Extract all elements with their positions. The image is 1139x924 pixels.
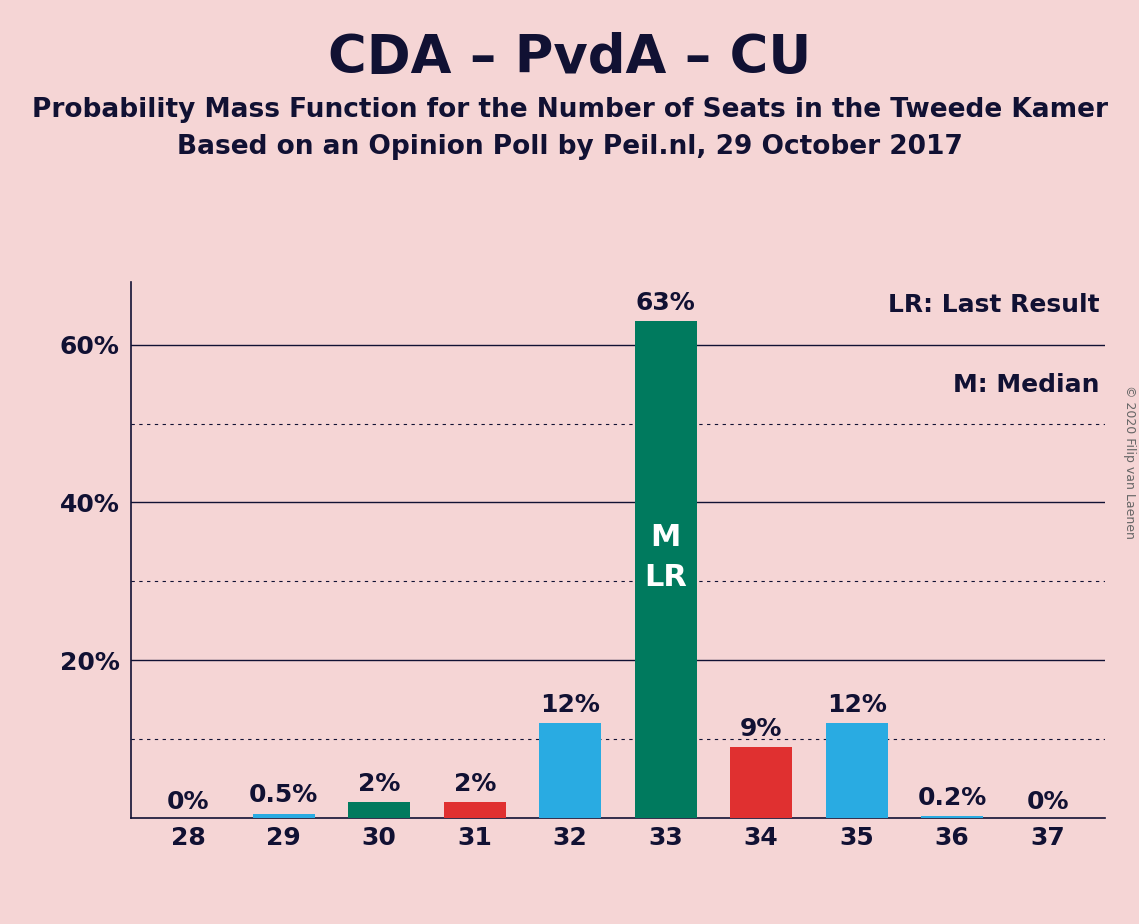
Text: Based on an Opinion Poll by Peil.nl, 29 October 2017: Based on an Opinion Poll by Peil.nl, 29 …	[177, 134, 962, 160]
Text: 12%: 12%	[827, 693, 886, 717]
Text: 12%: 12%	[540, 693, 600, 717]
Bar	[539, 723, 601, 818]
Text: 63%: 63%	[636, 291, 696, 315]
Bar	[921, 816, 983, 818]
Text: 2%: 2%	[453, 772, 495, 796]
Text: 0%: 0%	[1026, 790, 1068, 814]
Bar	[444, 802, 506, 818]
Text: 9%: 9%	[740, 716, 782, 740]
Text: 0%: 0%	[167, 790, 210, 814]
Text: CDA – PvdA – CU: CDA – PvdA – CU	[328, 32, 811, 84]
Text: 2%: 2%	[358, 772, 401, 796]
Text: M: Median: M: Median	[953, 373, 1100, 397]
Text: 0.2%: 0.2%	[917, 785, 986, 809]
Bar	[253, 814, 314, 818]
Bar	[349, 802, 410, 818]
Bar	[730, 747, 792, 818]
Text: © 2020 Filip van Laenen: © 2020 Filip van Laenen	[1123, 385, 1137, 539]
Text: M
LR: M LR	[645, 523, 687, 592]
Bar	[634, 322, 697, 818]
Text: 0.5%: 0.5%	[249, 784, 319, 808]
Bar	[826, 723, 887, 818]
Text: Probability Mass Function for the Number of Seats in the Tweede Kamer: Probability Mass Function for the Number…	[32, 97, 1107, 123]
Text: LR: Last Result: LR: Last Result	[888, 293, 1100, 317]
